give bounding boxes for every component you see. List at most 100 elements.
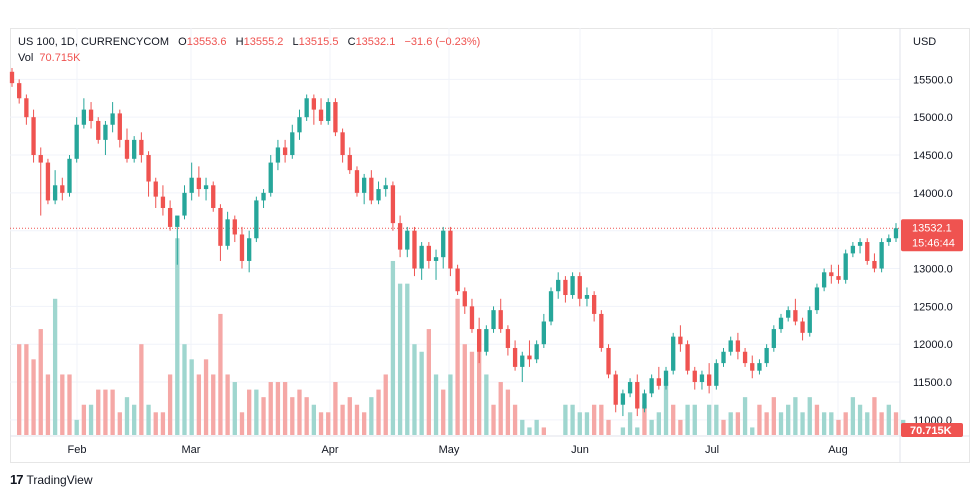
candle-body (498, 310, 503, 330)
candle-body (793, 310, 798, 322)
tradingview-footer[interactable]: 17 TradingView (10, 472, 93, 487)
volume-bar (390, 260, 396, 435)
candle-body (678, 336, 683, 345)
volume-bar (426, 329, 432, 435)
candle-body (750, 363, 755, 371)
candle-body (771, 329, 776, 348)
volume-bar (211, 374, 216, 435)
volume-bar (476, 329, 482, 435)
volume-bar (218, 313, 223, 435)
volume-bar (843, 412, 848, 435)
volume-bar (146, 404, 151, 435)
volume-bar (67, 374, 72, 435)
open-label: O (178, 36, 187, 48)
candle-body (232, 219, 237, 235)
x-tick-label: Jul (705, 444, 719, 456)
candle-body (261, 192, 266, 201)
candle-body (455, 268, 460, 292)
candle-body (556, 279, 561, 292)
candle-body (182, 192, 187, 216)
price-tag-value: 13532.1 (912, 222, 952, 234)
candle-body (757, 363, 762, 371)
volume-bar (52, 298, 58, 435)
candle-body (405, 230, 410, 250)
y-tick-label: 15000.0 (913, 112, 953, 124)
volume-bar (484, 374, 489, 435)
volume-bar (383, 374, 388, 435)
candle-body (807, 310, 812, 333)
candle-body (419, 245, 424, 269)
candle-body (627, 382, 633, 394)
candle-body (9, 71, 15, 84)
candle-body (117, 113, 122, 140)
volume-bar (656, 412, 661, 435)
candle-body (836, 276, 841, 280)
volume-bar (520, 419, 525, 435)
candle-body (60, 185, 65, 193)
candle-body (52, 185, 58, 201)
candle-body (872, 260, 877, 269)
volume-bar (886, 404, 891, 435)
volume-bar (304, 397, 309, 435)
candle-body (505, 329, 511, 348)
y-tick-label: 12500.0 (913, 301, 953, 313)
volume-bar (455, 298, 460, 435)
volume-bar (326, 412, 331, 435)
high-value: 13555.2 (243, 36, 284, 48)
tradingview-logo-icon: 17 (10, 472, 24, 487)
volume-bar (160, 412, 166, 435)
change-value: −31.6 (−0.23%) (404, 36, 481, 48)
volume-label: Vol (18, 52, 34, 64)
volume-bar (96, 389, 101, 435)
volume-bar (60, 374, 65, 435)
volume-bar (807, 397, 812, 435)
candle-body (110, 113, 115, 125)
volume-bar (570, 404, 575, 435)
candle-body (74, 124, 79, 159)
candle-body (635, 382, 640, 409)
volume-bar (275, 382, 281, 435)
candle-body (520, 355, 525, 367)
volume-bar (764, 412, 769, 435)
candle-body (764, 347, 769, 364)
volume-bar (534, 419, 539, 435)
price-tag-countdown: 15:46:44 (912, 237, 955, 249)
candle-body (247, 238, 252, 261)
volume-bar (139, 344, 144, 435)
close-label: C (347, 36, 356, 48)
volume-bar (642, 404, 647, 435)
volume-bar (821, 412, 827, 435)
volume-bar (721, 419, 726, 435)
volume-bar (31, 359, 36, 435)
candle-body (369, 177, 374, 201)
volume-bar (678, 419, 683, 435)
volume-bar (635, 427, 640, 435)
volume-bar (663, 382, 669, 435)
volume-bar (865, 412, 870, 435)
volume-bar (793, 397, 798, 435)
y-tick-label: 13000.0 (913, 264, 953, 276)
volume-bar (505, 389, 511, 435)
candle-body (347, 155, 352, 171)
volume-value: 70.715K (39, 52, 81, 64)
candle-body (527, 355, 532, 360)
y-tick-label: 11500.0 (913, 377, 952, 389)
volume-bar (599, 404, 604, 435)
candle-body (160, 196, 166, 208)
y-tick-label: 12000.0 (913, 339, 953, 351)
candle-body (203, 185, 209, 190)
candle-body (17, 83, 22, 99)
volume-bar (671, 404, 676, 435)
volume-bar (297, 389, 302, 435)
x-tick-label: Feb (68, 444, 87, 456)
volume-bar (757, 404, 762, 435)
candle-body (239, 234, 245, 261)
candle-body (649, 378, 654, 394)
x-tick-label: Apr (321, 444, 338, 456)
volume-bar (239, 412, 245, 435)
candle-body (642, 393, 647, 409)
candle-body (218, 207, 223, 246)
candle-body (146, 155, 151, 182)
volume-bar (232, 382, 237, 435)
